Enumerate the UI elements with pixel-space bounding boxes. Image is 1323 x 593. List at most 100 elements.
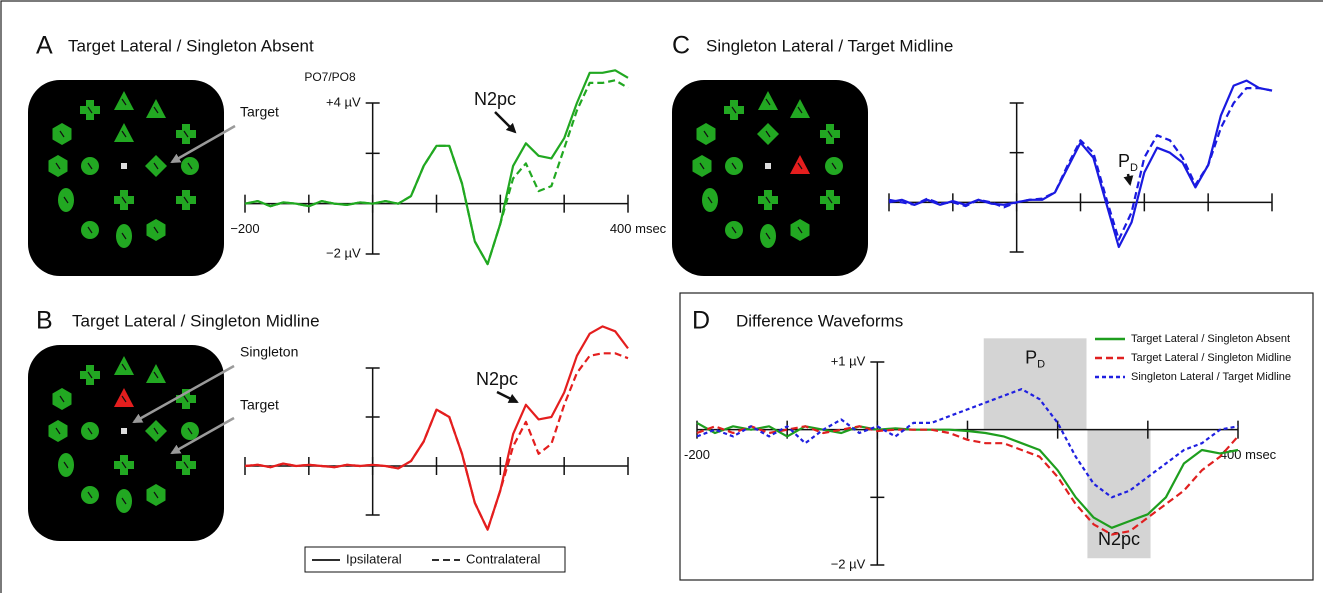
texture [187, 162, 193, 170]
annotation: PD [1118, 151, 1138, 174]
series-line [888, 79, 1273, 249]
region-label-text: N2pc [1098, 529, 1140, 549]
triangle [790, 99, 810, 118]
texture [731, 162, 737, 170]
texture [121, 363, 127, 371]
stimulus-item [145, 420, 167, 442]
texture [827, 130, 833, 138]
y-tick-label: +1 µV [831, 353, 866, 368]
texture [153, 427, 159, 435]
stimulus-item [114, 91, 134, 110]
x-tick-label: -200 [684, 447, 710, 462]
texture [765, 98, 771, 106]
shaded-region [983, 338, 1087, 430]
triangle [114, 91, 134, 110]
annotation-arrow [494, 111, 517, 134]
texture [183, 461, 189, 469]
annotation-arrow [496, 390, 519, 404]
stimulus-item [760, 224, 776, 248]
legend-label: Singleton Lateral / Target Midline [1131, 371, 1291, 383]
stimulus-item [58, 188, 74, 212]
region-label: PD [1025, 347, 1045, 370]
series-line [244, 79, 629, 266]
y-tick-label: −2 µV [831, 556, 866, 571]
fixation [121, 163, 127, 169]
stimulus-item [176, 455, 196, 475]
stimulus-item [758, 91, 778, 110]
stimulus-label: Target [240, 104, 279, 120]
stimulus-item [820, 190, 840, 210]
texture [183, 395, 189, 403]
panel-title: Target Lateral / Singleton Absent [68, 36, 314, 55]
line-legend-label: Ipsilateral [346, 551, 402, 566]
texture [63, 461, 69, 469]
texture [87, 162, 93, 170]
stimulus-item [725, 221, 743, 239]
texture [55, 162, 61, 170]
texture [153, 226, 159, 234]
y-tick-label: −2 µV [326, 245, 361, 260]
series-line [696, 388, 1239, 499]
stimulus-item [146, 219, 166, 241]
stimulus-item [181, 157, 199, 175]
stimulus-item [146, 484, 166, 506]
stimulus-item [692, 155, 712, 177]
stimulus-display [28, 345, 224, 541]
stimulus-item [114, 388, 134, 407]
series-line [696, 421, 1239, 529]
stimulus-item [121, 163, 127, 169]
texture [187, 427, 193, 435]
region-label-text: P [1025, 347, 1037, 367]
texture [121, 196, 127, 204]
stimulus-item [765, 163, 771, 169]
stimulus-item [114, 455, 134, 475]
stimulus-item [116, 489, 132, 513]
series-line [244, 325, 629, 531]
texture [153, 371, 159, 379]
texture [121, 130, 127, 138]
fixation [765, 163, 771, 169]
texture [87, 226, 93, 234]
texture [827, 196, 833, 204]
triangle [114, 356, 134, 375]
stimulus-item [696, 123, 716, 145]
stimulus-item [758, 190, 778, 210]
annotation-text: N2pc [476, 369, 518, 389]
stimulus-item [790, 155, 810, 174]
texture [731, 106, 737, 114]
x-tick-label: −200 [230, 221, 259, 236]
legend-label: Target Lateral / Singleton Absent [1131, 333, 1290, 345]
stimulus-item [181, 422, 199, 440]
stimulus-item [48, 420, 68, 442]
stimulus-item [790, 219, 810, 241]
label-arrow [170, 416, 235, 455]
panel-title: Target Lateral / Singleton Midline [72, 311, 320, 330]
region-label-sub: D [1037, 358, 1045, 370]
texture [121, 232, 127, 240]
panel-title: Difference Waveforms [736, 311, 903, 330]
annotation-sub: D [1130, 162, 1138, 174]
y-tick-label: +4 µV [326, 94, 361, 109]
x-tick-label: 400 msec [1220, 447, 1277, 462]
texture [87, 427, 93, 435]
texture [183, 196, 189, 204]
texture [731, 226, 737, 234]
texture [765, 196, 771, 204]
stimulus-item [52, 388, 72, 410]
stimulus-item [52, 123, 72, 145]
stimulus-item [121, 428, 127, 434]
texture [121, 395, 127, 403]
stimulus-label: Target [240, 397, 279, 413]
stimulus-item [114, 190, 134, 210]
texture [59, 395, 65, 403]
stimulus-item [757, 123, 779, 145]
label-arrow [170, 124, 236, 164]
triangle [758, 91, 778, 110]
series-line [244, 69, 629, 266]
channel-label: PO7/PO8 [304, 70, 356, 84]
panel-d-frame [679, 292, 1314, 581]
stimulus-item [114, 356, 134, 375]
stimulus-item [114, 123, 134, 142]
texture [707, 196, 713, 204]
